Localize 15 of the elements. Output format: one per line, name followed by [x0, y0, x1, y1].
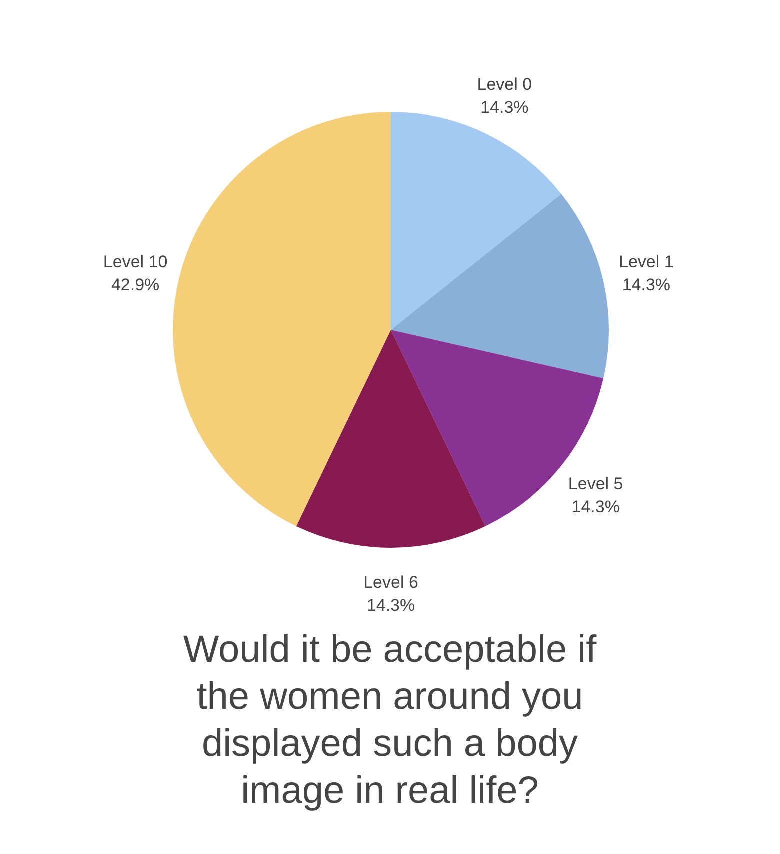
data-label: 14.3%: [622, 276, 671, 295]
pie-slice: [296, 330, 486, 548]
data-label: 14.3%: [480, 98, 529, 117]
slice-label: Level 6: [364, 573, 418, 592]
slice-label: Level 1: [619, 252, 674, 272]
data-label: 14.3%: [366, 596, 416, 615]
data-label: 42.9%: [111, 276, 160, 295]
data-label: 14.3%: [572, 497, 620, 516]
slice-label: Level 10: [103, 252, 168, 272]
text: Would it be acceptable if the women around you displayed such a body image in real life?: [183, 629, 598, 812]
pie-slice: [173, 112, 391, 526]
pie-slice: [391, 194, 609, 379]
pie-slice: [391, 112, 562, 330]
slice-label: Level 0: [477, 74, 532, 94]
slice-label: Level 5: [568, 474, 624, 494]
